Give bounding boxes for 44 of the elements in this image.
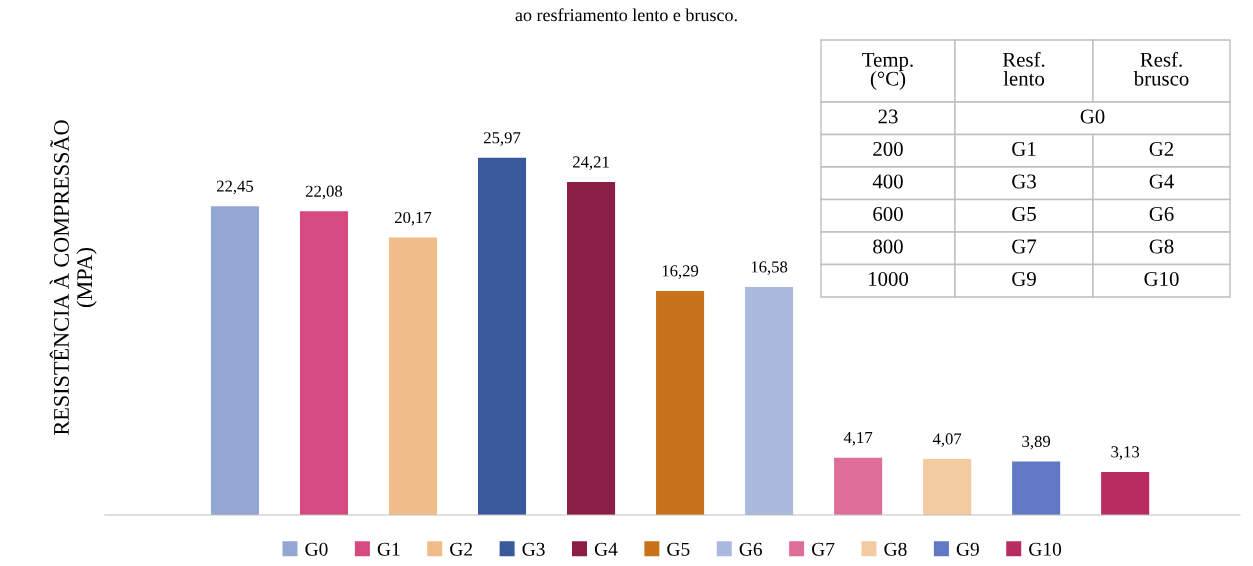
- annotation: 1000: [869, 271, 909, 286]
- legend-label: G4: [594, 542, 618, 556]
- annotation: G4: [1149, 174, 1174, 189]
- data-label: 22,08: [305, 185, 343, 200]
- legend-label: G10: [1029, 542, 1062, 556]
- annotation: G3: [1012, 174, 1036, 189]
- legend-label: G2: [450, 542, 473, 556]
- legend-label: G6: [739, 542, 763, 556]
- data-label: 20,17: [394, 211, 432, 226]
- annotation: G9: [1012, 271, 1036, 286]
- annotation: G7: [1012, 239, 1037, 254]
- chart-title: ao resfriamento lento e brusco.: [515, 8, 737, 22]
- legend-label: G9: [956, 542, 979, 556]
- legend-label: G8: [884, 542, 907, 556]
- data-label: 16,58: [751, 261, 788, 275]
- annotation: G8: [1149, 239, 1174, 254]
- data-label: 16,29: [662, 265, 699, 279]
- y-axis-title: RESISTÊNCIA À COMPRESSÃO (MPA): [49, 120, 97, 435]
- data-label: 4,07: [932, 433, 962, 447]
- annotation: G5: [1012, 206, 1036, 221]
- legend-label: G1: [377, 542, 400, 556]
- text: 200: [873, 141, 903, 156]
- text: 23: [878, 109, 898, 124]
- legend-label: G3: [522, 542, 545, 556]
- text: Resf. brusco: [1133, 51, 1189, 86]
- text: G0: [1080, 109, 1105, 124]
- data-label: 25,97: [484, 132, 521, 146]
- text: Resf. lento: [1002, 51, 1045, 86]
- annotation: 400: [872, 174, 903, 189]
- legend-label: G5: [667, 542, 690, 556]
- data-label: 24,21: [573, 156, 609, 170]
- text: G2: [1149, 141, 1174, 156]
- text: Temp. (°C): [862, 52, 913, 90]
- annotation: G10: [1144, 271, 1179, 286]
- annotation: 600: [873, 206, 903, 221]
- data-label: 3,13: [1111, 446, 1140, 460]
- data-label: 22,45: [216, 180, 254, 195]
- data-label: 4,17: [843, 431, 873, 446]
- data-label: 3,89: [1022, 435, 1051, 450]
- text: G1: [1012, 141, 1036, 156]
- legend-label: G0: [305, 542, 328, 556]
- annotation: G6: [1149, 206, 1174, 221]
- legend-label: G7: [812, 542, 835, 556]
- annotation: 800: [873, 239, 903, 254]
